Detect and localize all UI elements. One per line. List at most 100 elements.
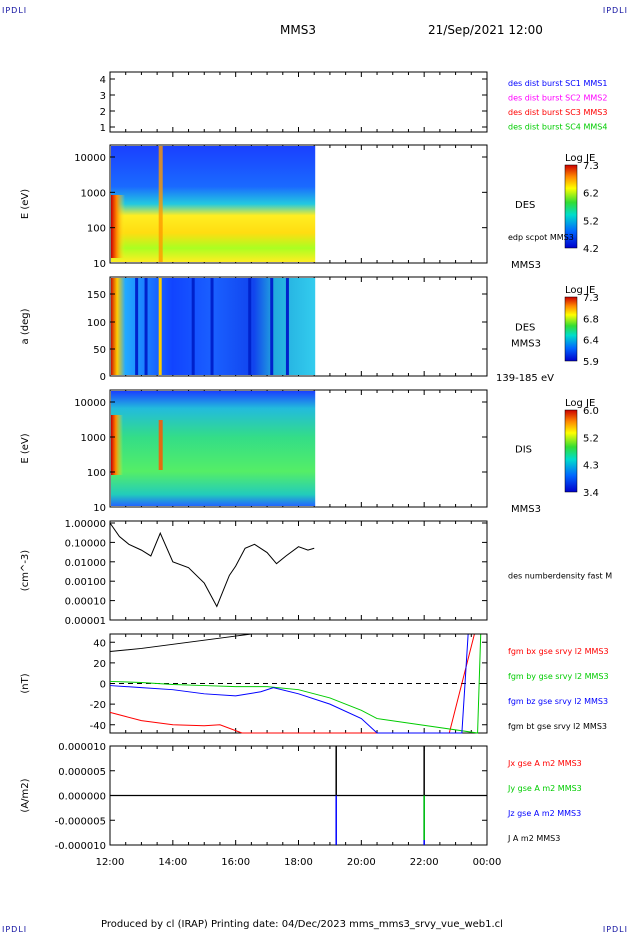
des-pitch-panel-sub-label: MMS3 <box>511 339 541 350</box>
des-pitch-stripe <box>191 278 195 375</box>
burst-legend-entry: des dist burst SC1 MMS1 <box>508 79 607 88</box>
current-ylabel: (A/m2) <box>20 778 31 812</box>
des-pitch-panel-ytick-label: 50 <box>93 345 106 356</box>
des-energy-panel-colorbar-tick: 5.2 <box>583 216 599 227</box>
current-ytick-label: 0.000010 <box>58 742 106 753</box>
des-pitch-panel-instrument-label: DES <box>515 323 535 334</box>
des-pitch-stripe <box>248 278 252 375</box>
current-legend-entry: Jx gse A m2 MMS3 <box>507 759 582 768</box>
des-energy-panel-ytick-label: 100 <box>87 224 106 235</box>
burst-legend-entry: des dist burst SC3 MMS3 <box>508 108 607 117</box>
burst-ytick-label: 4 <box>100 75 106 86</box>
burst-ytick-label: 1 <box>100 123 106 134</box>
des-energy-panel-bottom-label: MMS3 <box>511 260 541 271</box>
density-ytick-label: 1.00000 <box>65 519 106 530</box>
des-energy-panel-colorbar-tick: 4.2 <box>583 244 599 255</box>
fgm-ytick-label: 40 <box>93 638 106 649</box>
des-energy-panel-ytick-label: 1000 <box>81 188 106 199</box>
des-energy-panel-spectrogram <box>111 146 316 262</box>
current-ytick-label: -0.000005 <box>55 816 106 827</box>
fgm-ytick-label: 20 <box>93 659 106 670</box>
dis-energy-panel-ytick-label: 10 <box>93 503 106 514</box>
dis-energy-panel-instrument-label: DIS <box>515 445 532 456</box>
fgm-legend-entry: fgm by gse srvy l2 MMS3 <box>508 672 609 681</box>
des-pitch-stripe <box>285 278 289 375</box>
density-ytick-label: 0.00001 <box>65 616 106 627</box>
dis-energy-panel-colorbar <box>564 409 578 493</box>
des-energy-panel-ytick-label: 10000 <box>74 153 106 164</box>
fgm-line-by <box>109 633 482 734</box>
current-ytick-label: 0.000005 <box>58 767 106 778</box>
footer-text: Produced by cl (IRAP) Printing date: 04/… <box>101 919 503 930</box>
burst-panel-frame <box>109 71 488 133</box>
des-energy-panel-ytick-label: 10 <box>93 259 106 270</box>
dis-energy-spike <box>158 420 163 470</box>
des-energy-panel-colorbar-title: Log JE <box>565 153 595 164</box>
des-energy-hot-band <box>111 195 125 258</box>
fgm-ytick-label: -20 <box>90 700 106 711</box>
dis-energy-panel-colorbar-tick: 5.2 <box>583 433 599 444</box>
des-energy-panel-ylabel: E (eV) <box>20 189 31 219</box>
fgm-line-bz <box>109 633 469 734</box>
datetime-title: 21/Sep/2021 12:00 <box>428 23 543 37</box>
x-tick-label: 00:00 <box>473 857 502 868</box>
des-pitch-panel-ytick-label: 100 <box>87 318 106 329</box>
des-pitch-panel-ylabel: a (deg) <box>20 308 31 344</box>
dis-energy-panel-ytick-label: 10000 <box>74 398 106 409</box>
density-panel-frame <box>109 520 488 621</box>
dis-energy-panel-spectrogram <box>111 391 316 506</box>
des-pitch-panel-colorbar <box>564 296 578 362</box>
corner-label-tl: IPDLI <box>2 6 28 15</box>
des-pitch-panel-ytick-label: 0 <box>100 372 106 383</box>
dis-energy-panel-colorbar-tick: 3.4 <box>583 488 599 499</box>
x-tick-label: 18:00 <box>284 857 313 868</box>
density-ytick-label: 0.00010 <box>65 597 106 608</box>
des-energy-panel-sub-label: edp scpot MMS3 <box>508 233 574 242</box>
current-legend-entry: Jy gse A m2 MMS3 <box>507 784 582 793</box>
x-tick-label: 22:00 <box>410 857 439 868</box>
current-ytick-label: 0.000000 <box>58 792 106 803</box>
spacecraft-title: MMS3 <box>280 23 316 37</box>
density-ytick-label: 0.10000 <box>65 538 106 549</box>
fgm-ytick-label: 0 <box>100 680 106 691</box>
current-ytick-label: -0.000010 <box>55 841 106 852</box>
current-legend-entry: Jz gse A m2 MMS3 <box>507 809 581 818</box>
des-pitch-stripe <box>144 278 148 375</box>
fgm-legend-entry: fgm bz gse srvy l2 MMS3 <box>508 697 608 706</box>
burst-legend-entry: des dist burst SC4 MMS4 <box>508 123 607 132</box>
dis-energy-panel-ytick-label: 1000 <box>81 433 106 444</box>
x-tick-label: 12:00 <box>96 857 125 868</box>
des-pitch-panel-colorbar-tick: 7.3 <box>583 293 599 304</box>
density-ylabel: (cm^-3) <box>20 550 31 591</box>
des-pitch-panel-bottom-label: 139-185 eV <box>496 373 554 384</box>
des-pitch-panel-colorbar-title: Log JE <box>565 285 595 296</box>
dis-energy-panel-bottom-label: MMS3 <box>511 504 541 515</box>
corner-label-tr: IPDLI <box>602 6 628 15</box>
dis-energy-panel-ytick-label: 100 <box>87 468 106 479</box>
des-energy-panel-instrument-label: DES <box>515 200 535 211</box>
x-tick-label: 16:00 <box>221 857 250 868</box>
burst-ytick-label: 2 <box>100 107 106 118</box>
density-legend: des numberdensity fast M <box>508 572 612 581</box>
dis-energy-panel-colorbar-tick: 6.0 <box>583 406 599 417</box>
dis-energy-hot-band <box>111 415 123 475</box>
corner-label-bl: IPDLI <box>2 925 28 934</box>
density-ytick-label: 0.01000 <box>65 558 106 569</box>
x-tick-label: 14:00 <box>158 857 187 868</box>
des-pitch-panel-colorbar-tick: 6.8 <box>583 314 599 325</box>
fgm-legend-entry: fgm bx gse srvy l2 MMS3 <box>508 647 609 656</box>
corner-label-br: IPDLI <box>602 925 628 934</box>
des-pitch-panel-colorbar-tick: 6.4 <box>583 336 599 347</box>
fgm-line-bt <box>109 633 484 653</box>
fgm-legend-entry: fgm bt gse srvy l2 MMS3 <box>508 722 607 731</box>
des-pitch-panel-ytick-label: 150 <box>87 290 106 301</box>
des-energy-panel-colorbar-tick: 7.3 <box>583 161 599 172</box>
des-pitch-spike <box>158 278 162 375</box>
des-pitch-stripe <box>270 278 274 375</box>
density-ytick-label: 0.00100 <box>65 577 106 588</box>
des-pitch-stripe <box>135 278 139 375</box>
dis-energy-panel-colorbar-tick: 4.3 <box>583 461 599 472</box>
des-energy-panel-colorbar-tick: 6.2 <box>583 189 599 200</box>
des-energy-spike <box>158 146 163 262</box>
